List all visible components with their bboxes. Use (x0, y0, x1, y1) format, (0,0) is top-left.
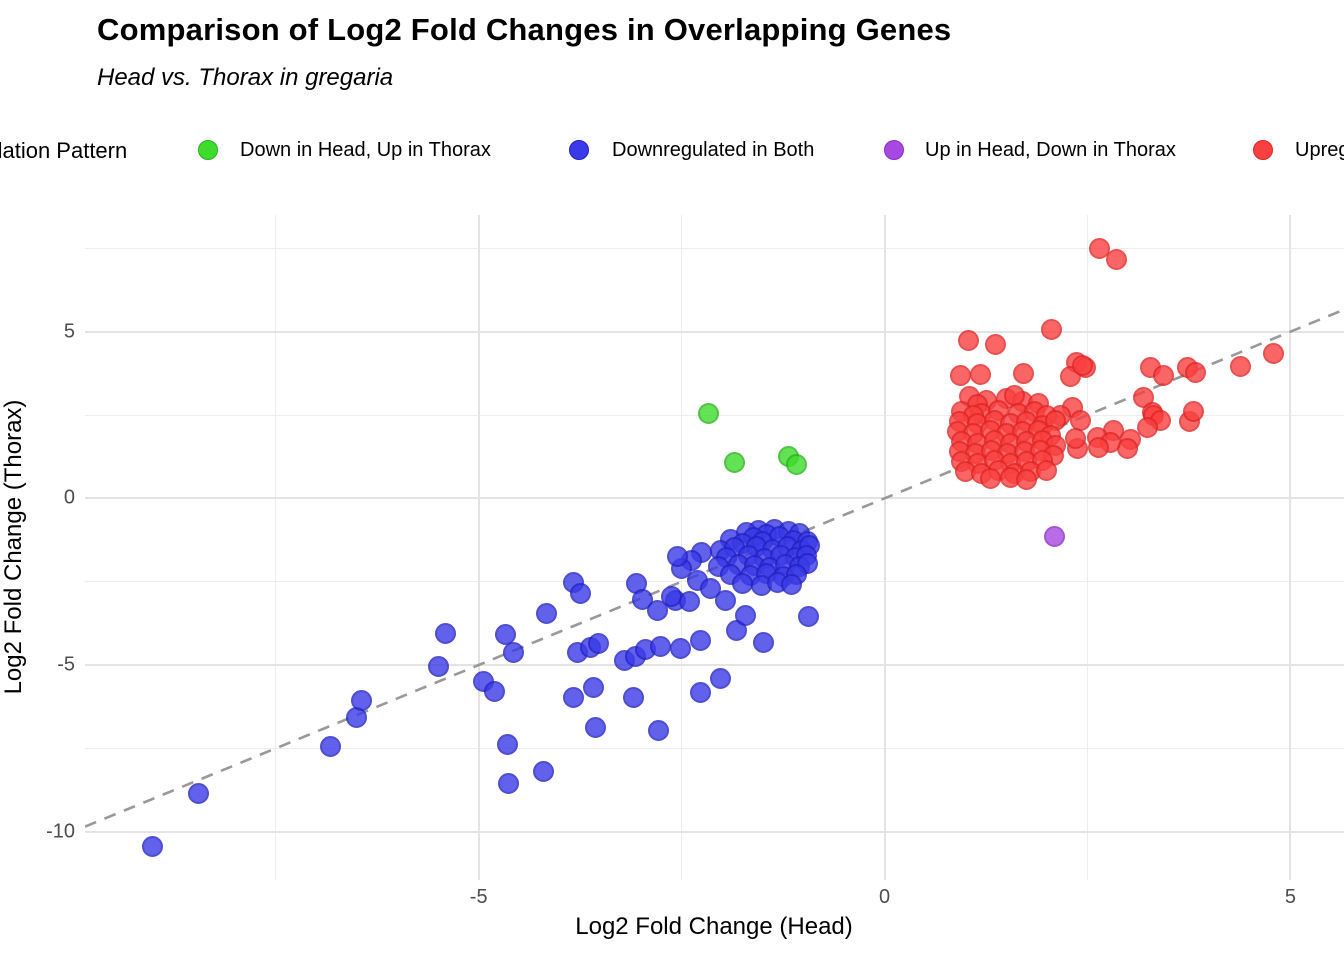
data-point (780, 573, 802, 595)
legend-swatch-icon (1253, 140, 1273, 160)
legend-item-label: Downregulated in Both (612, 139, 815, 161)
legend-swatch-icon (569, 140, 589, 160)
data-point (583, 677, 605, 699)
x-axis-title: Log2 Fold Change (Head) (575, 913, 853, 940)
data-point (497, 733, 519, 755)
legend-item-label: Down in Head, Up in Thorax (240, 139, 491, 161)
data-point (697, 402, 719, 424)
gridline-minor-y (85, 747, 1344, 749)
data-point (648, 719, 670, 741)
x-tick-label: 5 (1284, 886, 1296, 908)
data-point (141, 836, 163, 858)
data-point (1016, 468, 1038, 490)
gridline-major-y (85, 497, 1344, 500)
data-point (319, 736, 341, 758)
data-point (1072, 355, 1094, 377)
y-tick-label: -5 (57, 653, 75, 676)
gridline-major-x (883, 215, 886, 880)
data-point (714, 589, 736, 611)
data-point (786, 453, 808, 475)
data-point (969, 363, 991, 385)
data-point (1036, 459, 1058, 481)
legend-item-label: Upregulated in Both (1295, 139, 1344, 161)
data-point (533, 760, 555, 782)
gridline-major-x (1289, 215, 1292, 880)
gridline-major-x (477, 215, 480, 880)
plot-panel (85, 215, 1344, 880)
y-tick-label: 0 (63, 486, 75, 509)
gridline-minor-y (85, 247, 1344, 249)
y-tick-label: -10 (46, 820, 75, 843)
data-point (670, 637, 692, 659)
data-point (797, 606, 819, 628)
data-point (735, 604, 757, 626)
gridline-major-y (85, 830, 1344, 833)
gridline-minor-x (275, 215, 277, 880)
data-point (1043, 526, 1065, 548)
data-point (563, 687, 585, 709)
chart-subtitle: Head vs. Thorax in gregaria (97, 64, 394, 91)
data-point (979, 467, 1001, 489)
data-point (1182, 400, 1204, 422)
data-point (351, 689, 373, 711)
legend-title: Regulation Pattern (0, 138, 128, 163)
data-point (1229, 356, 1251, 378)
legend-swatch-icon (198, 140, 218, 160)
data-point (753, 631, 775, 653)
legend: Regulation Pattern Down in Head, Up in T… (0, 128, 1344, 176)
data-point (434, 622, 456, 644)
data-point (985, 333, 1007, 355)
x-tick-label: 0 (878, 886, 891, 908)
data-point (535, 602, 557, 624)
data-point (699, 577, 721, 599)
x-tick-label: -5 (469, 886, 488, 908)
data-point (1262, 342, 1284, 364)
data-point (723, 451, 745, 473)
data-point (1088, 436, 1110, 458)
y-tick-label: 5 (63, 320, 75, 343)
legend-item-label: Up in Head, Down in Thorax (925, 139, 1176, 161)
data-point (1041, 319, 1063, 341)
data-point (428, 655, 450, 677)
data-point (623, 686, 645, 708)
data-point (1137, 416, 1159, 438)
data-point (188, 782, 210, 804)
data-point (570, 583, 592, 605)
data-point (732, 572, 753, 594)
data-point (957, 329, 979, 351)
gridline-major-y (85, 330, 1344, 333)
data-point (689, 681, 711, 703)
legend-swatch-icon (884, 140, 904, 160)
y-axis-title: Log2 Fold Change (Thorax) (0, 399, 27, 695)
data-point (498, 772, 520, 794)
data-point (646, 599, 668, 621)
data-point (1089, 238, 1111, 260)
data-point (1012, 363, 1034, 385)
data-point (667, 546, 689, 568)
data-point (1184, 362, 1206, 384)
data-point (679, 591, 701, 613)
data-point (503, 641, 525, 663)
data-point (1003, 384, 1025, 406)
gridline-minor-x (1086, 215, 1088, 880)
chart-title: Comparison of Log2 Fold Changes in Overl… (97, 12, 952, 47)
data-point (585, 717, 607, 739)
data-point (484, 680, 506, 702)
data-point (587, 632, 609, 654)
data-point (1153, 365, 1175, 387)
data-point (689, 629, 711, 651)
gridline-major-y (85, 664, 1344, 666)
data-point (650, 635, 672, 657)
data-point (1064, 427, 1086, 449)
data-point (1106, 249, 1128, 271)
data-point (710, 667, 732, 689)
